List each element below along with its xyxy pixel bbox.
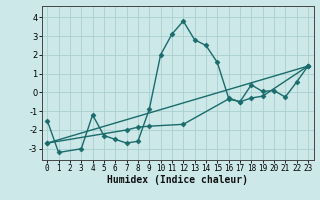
X-axis label: Humidex (Indice chaleur): Humidex (Indice chaleur)	[107, 175, 248, 185]
